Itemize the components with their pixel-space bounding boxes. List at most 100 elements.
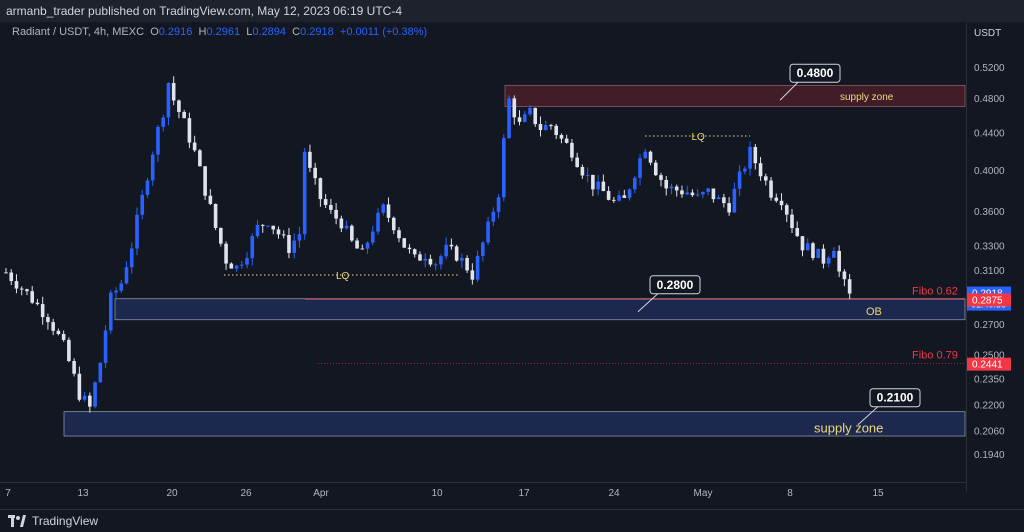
- candle-body: [271, 225, 276, 230]
- candle-body: [412, 249, 417, 255]
- candle-body: [790, 214, 794, 229]
- candle-body: [266, 225, 270, 227]
- y-tick-label: 0.2200: [974, 400, 1005, 411]
- candle-body: [114, 290, 118, 293]
- candle-body: [14, 281, 19, 289]
- supply-zone-label: supply zone: [840, 92, 894, 103]
- candle-body: [564, 138, 569, 143]
- candle-body: [764, 176, 768, 181]
- candle-body: [517, 117, 522, 122]
- candle-body: [758, 163, 763, 177]
- zone-box: [504, 84, 966, 107]
- callout-label: 0.2100: [877, 391, 914, 405]
- candle-body: [355, 240, 359, 249]
- callout-box: [789, 63, 841, 83]
- candle-body: [575, 157, 579, 167]
- candle-body: [800, 236, 805, 251]
- candle-body: [664, 179, 669, 189]
- price-label-box: [967, 357, 1011, 371]
- y-tick-label: 0.2500: [974, 350, 1005, 361]
- y-tick-label: 0.4800: [974, 94, 1005, 105]
- x-tick-label: 15: [872, 488, 884, 499]
- candle-body: [617, 195, 621, 201]
- candle-body: [203, 166, 207, 196]
- candle-body: [240, 264, 244, 266]
- candle-body: [344, 225, 349, 229]
- candle-body: [61, 334, 66, 340]
- candle-body: [774, 197, 779, 201]
- y-tick-label: 0.5200: [974, 63, 1005, 74]
- candle-body: [591, 174, 595, 190]
- open-value: 0.2916: [158, 26, 193, 38]
- ob-label: OB: [866, 306, 882, 318]
- candle-body: [701, 192, 705, 195]
- candle-body: [391, 217, 396, 231]
- candle-body: [40, 304, 45, 318]
- callout-box: [649, 275, 701, 295]
- y-tick-label: 0.3300: [974, 241, 1005, 252]
- candle-body: [255, 224, 260, 237]
- candle-body: [433, 264, 438, 266]
- tradingview-brand[interactable]: TradingView: [32, 513, 99, 528]
- candle-body: [743, 168, 747, 172]
- candle-body: [386, 204, 391, 218]
- candle-body: [124, 267, 129, 284]
- footer-bar: TradingView: [0, 509, 1024, 531]
- candle-body: [816, 248, 820, 258]
- candle-body: [570, 142, 574, 158]
- candle-body: [323, 199, 328, 205]
- candle-body: [150, 154, 155, 181]
- symbol-label[interactable]: Radiant / USDT, 4h, MEXC: [12, 26, 145, 38]
- candle-body: [287, 235, 291, 253]
- fibo-label: Fibo 0.62: [912, 285, 958, 297]
- candle-body: [198, 150, 202, 167]
- y-tick-label: 0.3100: [974, 266, 1005, 277]
- high-label: H: [198, 26, 207, 38]
- candle-body: [643, 151, 648, 159]
- callout-label: 0.4800: [797, 66, 834, 80]
- candle-body: [465, 258, 469, 271]
- x-tick-label: May: [694, 488, 713, 499]
- candle-body: [161, 117, 165, 127]
- candle-body: [444, 244, 448, 257]
- candle-body: [622, 195, 627, 198]
- candle-body: [129, 248, 134, 268]
- callout-box: [869, 388, 921, 408]
- candle-body: [135, 214, 139, 249]
- high-value: 0.2961: [206, 26, 241, 38]
- candle-body: [350, 225, 354, 241]
- candle-body: [805, 243, 810, 251]
- price-chart[interactable]: USDT supply zone OB supply zone LQ LQ Fibo 0…: [0, 22, 1024, 509]
- price-label: 0.2441: [972, 360, 1003, 371]
- candle-body: [402, 238, 407, 248]
- candle-body: [19, 288, 24, 290]
- close-value: 0.2918: [300, 26, 334, 38]
- candle-body: [690, 192, 695, 196]
- open-label: O: [150, 26, 159, 38]
- candle-body: [507, 98, 511, 139]
- y-axis-title: USDT: [974, 28, 1001, 39]
- x-tick-label: 13: [77, 488, 89, 499]
- candle-body: [837, 250, 841, 272]
- candle-body: [633, 177, 637, 190]
- candle-body: [397, 230, 401, 239]
- x-tick-label: 17: [518, 488, 530, 499]
- candle-body: [737, 171, 742, 189]
- candle-body: [653, 162, 658, 176]
- candle-body: [187, 118, 192, 143]
- y-tick-label: 0.2350: [974, 375, 1005, 386]
- candle-body: [580, 166, 585, 176]
- candle-body: [795, 228, 800, 237]
- candle-body: [748, 146, 752, 169]
- candle-body: [732, 188, 737, 213]
- candle-body: [82, 395, 87, 400]
- candle-body: [334, 209, 338, 219]
- candle-body: [423, 258, 427, 261]
- candle-body: [329, 204, 333, 210]
- candle-body: [559, 135, 564, 139]
- candle-body: [224, 243, 228, 264]
- candle-body: [318, 178, 323, 200]
- candle-body: [418, 254, 422, 261]
- candle-body: [281, 234, 286, 236]
- fibo-label: Fibo 0.79: [912, 350, 958, 362]
